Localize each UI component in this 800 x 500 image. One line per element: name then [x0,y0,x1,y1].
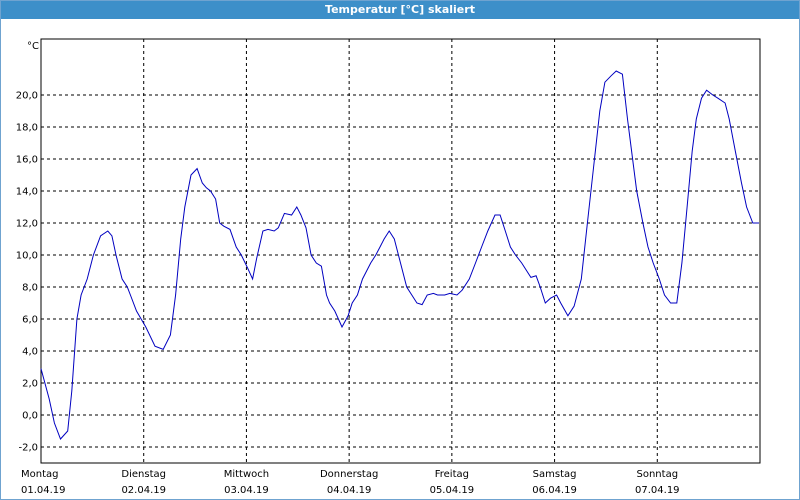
y-tick-label: 0,0 [22,411,38,422]
x-tick-weekday: Dienstag [121,469,166,480]
y-tick-label: 16,0 [16,155,38,166]
x-tick-weekday: Freitag [435,469,469,480]
y-tick-label: -2,0 [18,443,38,454]
y-tick-label: 14,0 [16,187,38,198]
y-tick-label: 2,0 [22,379,38,390]
plot-frame [40,38,761,464]
chart-title: Temperatur [°C] skaliert [1,1,799,19]
y-tick-label: 12,0 [16,219,38,230]
x-tick-weekday: Mittwoch [224,469,269,480]
x-tick-date: 05.04.19 [430,485,475,496]
y-tick-label: 18,0 [16,123,38,134]
x-tick-date: 06.04.19 [532,485,577,496]
series-line-temperature [40,70,759,440]
x-tick-weekday: Samstag [533,469,577,480]
y-tick-label: 4,0 [22,347,38,358]
x-tick-date: 07.04.19 [635,485,680,496]
y-tick-label: 8,0 [22,283,38,294]
x-tick-weekday: Donnerstag [320,469,378,480]
x-tick-weekday: Sonntag [637,469,679,480]
x-tick-date: 04.04.19 [327,485,372,496]
x-tick-date: 02.04.19 [121,485,166,496]
x-tick-weekday: Montag [21,469,58,480]
y-tick-label: 10,0 [16,251,38,262]
y-tick-label: 6,0 [22,315,38,326]
x-tick-labels: Montag 01.04.19 Dienstag 02.04.19 Mittwoch 03… [21,469,680,496]
x-tick-date: 01.04.19 [21,485,66,496]
y-tick-labels: -2,0 0,0 2,0 4,0 6,0 8,0 10,0 12,0 14,0 16,0 18,0 2… [16,91,38,454]
grid-lines [41,39,760,463]
y-axis-unit: °C [27,41,39,52]
y-tick-label: 20,0 [16,91,38,102]
x-tick-date: 03.04.19 [224,485,269,496]
